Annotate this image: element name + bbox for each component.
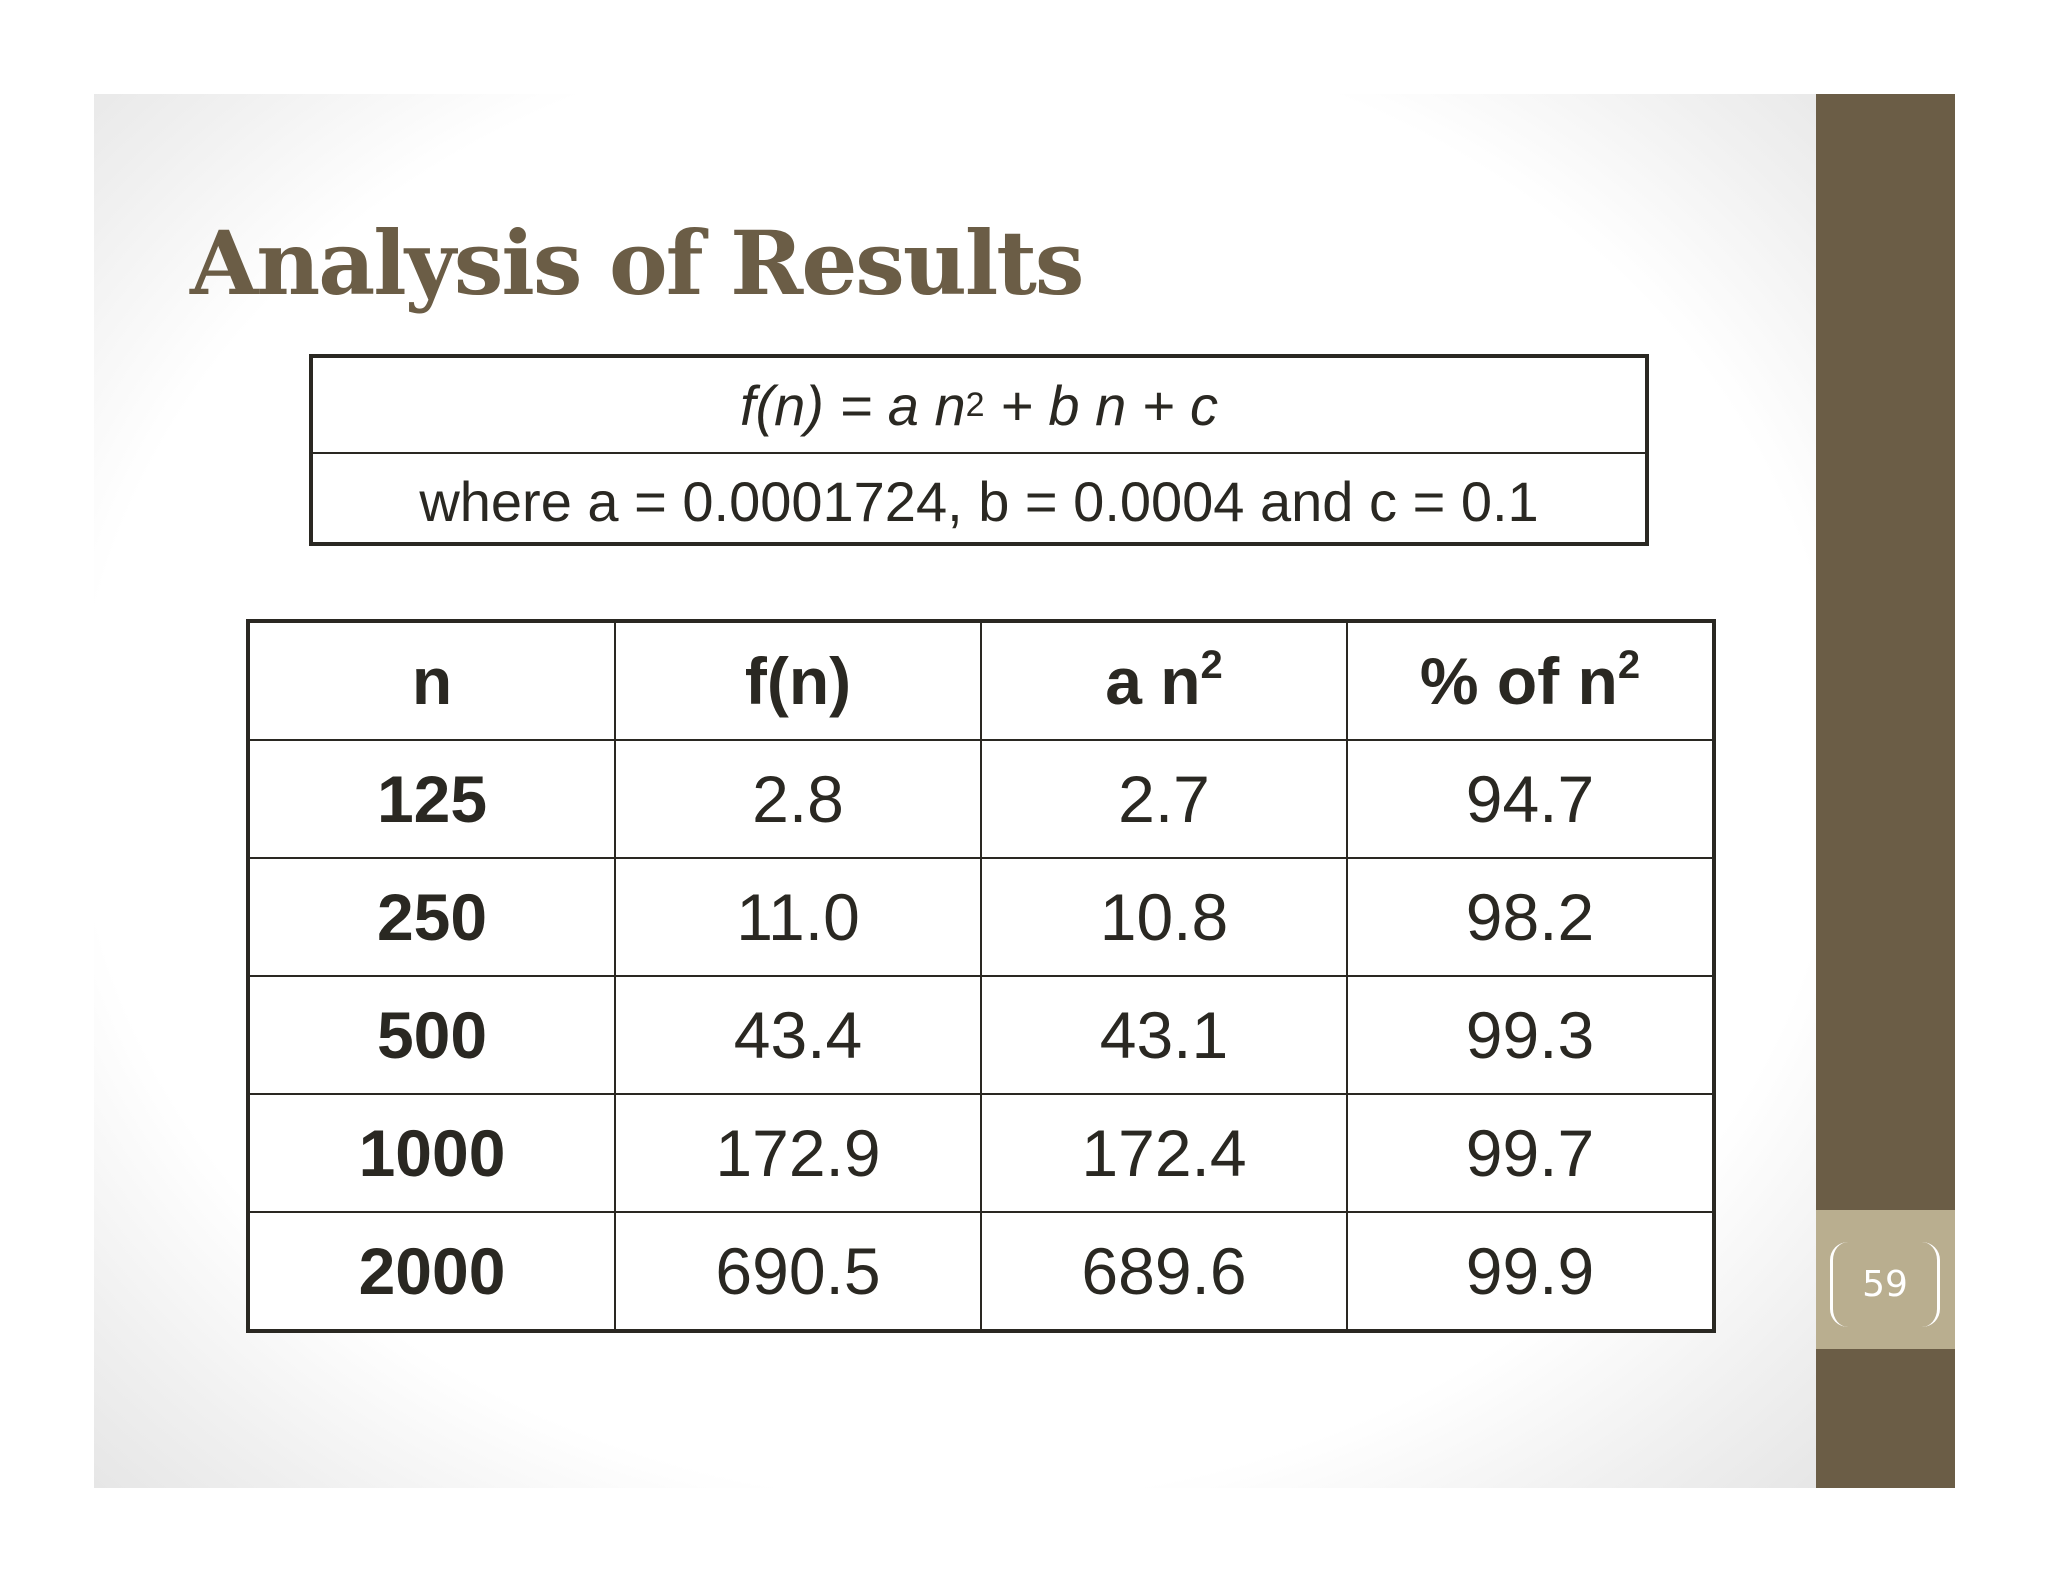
- cell-n: 125: [247, 739, 616, 859]
- cell-fn: 690.5: [614, 1211, 982, 1332]
- cell-fn: 43.4: [614, 975, 982, 1095]
- results-table: n f(n) a n2 % of n2 125 2.8 2.7 94.7 250…: [246, 619, 1716, 1333]
- cell-fn: 11.0: [614, 857, 982, 977]
- cell-an2: 43.1: [980, 975, 1348, 1095]
- header-percent-n2-label: % of n: [1419, 644, 1618, 718]
- cell-n: 250: [247, 857, 616, 977]
- header-n: n: [247, 620, 616, 741]
- cell-an2: 172.4: [980, 1093, 1348, 1213]
- cell-percent: 94.7: [1346, 739, 1715, 859]
- formula-exponent: 2: [965, 385, 985, 424]
- cell-an2: 10.8: [980, 857, 1348, 977]
- formula-right: + b n + c: [984, 373, 1219, 437]
- cell-an2: 689.6: [980, 1211, 1348, 1332]
- table-row: 500 43.4 43.1 99.3: [247, 975, 1715, 1095]
- header-an2: a n2: [980, 620, 1348, 741]
- cell-fn: 172.9: [614, 1093, 982, 1213]
- slide-title: Analysis of Results: [190, 210, 1084, 315]
- header-an2-label: a n: [1105, 644, 1201, 718]
- table-header-row: n f(n) a n2 % of n2: [247, 620, 1715, 741]
- cell-percent: 99.3: [1346, 975, 1715, 1095]
- cell-percent: 98.2: [1346, 857, 1715, 977]
- page-number: 59: [1862, 1264, 1908, 1305]
- cell-percent: 99.9: [1346, 1211, 1715, 1332]
- header-fn-label: f(n): [744, 644, 852, 718]
- cell-fn: 2.8: [614, 739, 982, 859]
- table-row: 250 11.0 10.8 98.2: [247, 857, 1715, 977]
- cell-n: 2000: [247, 1211, 616, 1332]
- header-an2-sup: 2: [1200, 643, 1223, 687]
- cell-n: 1000: [247, 1093, 616, 1213]
- table-row: 1000 172.9 172.4 99.7: [247, 1093, 1715, 1213]
- cell-percent: 99.7: [1346, 1093, 1715, 1213]
- cell-an2: 2.7: [980, 739, 1348, 859]
- header-fn: f(n): [614, 620, 982, 741]
- cell-n: 500: [247, 975, 616, 1095]
- page-number-bracket: [1830, 1242, 1940, 1327]
- formula-coefficients: where a = 0.0001724, b = 0.0004 and c = …: [419, 469, 1539, 533]
- header-percent-n2: % of n2: [1346, 620, 1715, 741]
- header-percent-n2-sup: 2: [1617, 643, 1641, 687]
- page-number-badge: [1816, 1210, 1955, 1349]
- formula-left: f(n) = a n: [739, 373, 966, 437]
- table-row: 125 2.8 2.7 94.7: [247, 739, 1715, 859]
- results-table-body: n f(n) a n2 % of n2 125 2.8 2.7 94.7 250…: [247, 620, 1715, 1332]
- header-n-label: n: [411, 644, 453, 718]
- table-row: 2000 690.5 689.6 99.9: [247, 1211, 1715, 1332]
